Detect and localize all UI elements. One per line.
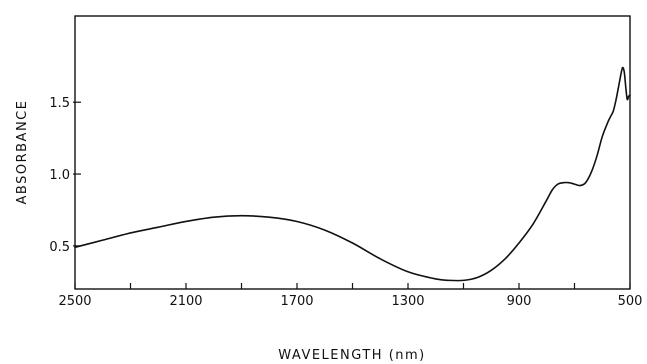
y-tick-label: 1.5 xyxy=(49,96,70,111)
axis-ticks xyxy=(73,101,631,289)
axis-tick-labels: 2500 2100 1700 1300 900 500 0.5 1.0 1.5 xyxy=(49,96,642,309)
x-tick-label: 900 xyxy=(507,294,532,309)
x-tick-label: 1700 xyxy=(280,294,313,309)
x-tick-label: 2500 xyxy=(58,294,91,309)
x-tick-label: 500 xyxy=(618,294,643,309)
y-axis-label: ABSORBANCE xyxy=(15,100,30,205)
absorbance-series-line xyxy=(74,66,631,282)
y-tick-label: 1.0 xyxy=(49,168,70,183)
x-axis-label: WAVELENGTH (nm) xyxy=(278,348,426,363)
x-tick-label: 1300 xyxy=(391,294,424,309)
x-tick-label: 2100 xyxy=(169,294,202,309)
y-tick-label: 0.5 xyxy=(49,240,70,255)
plot-frame xyxy=(74,15,631,290)
